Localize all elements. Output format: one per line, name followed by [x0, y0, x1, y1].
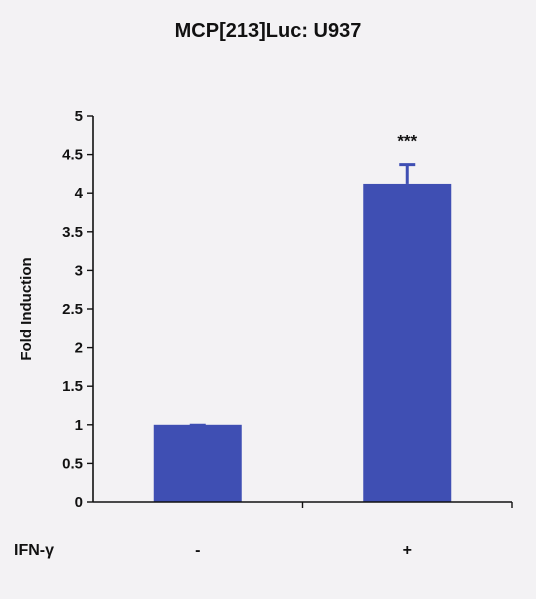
bar-2: [363, 183, 452, 502]
y-tick-label: 3.5: [62, 224, 83, 241]
y-tick-label: 1: [75, 417, 83, 434]
bars: ***: [153, 132, 452, 502]
bar-chart: MCP[213]Luc: U937 Fold Induction 0 0.5 1 1.…: [14, 20, 513, 559]
y-tick-label: 4: [75, 185, 84, 202]
y-tick-label: 3: [75, 262, 83, 279]
y-tick-label: 2: [75, 340, 83, 357]
chart-title: MCP[213]Luc: U937: [175, 20, 362, 42]
x-category-label: +: [403, 542, 412, 559]
y-tick-label: 0.5: [62, 455, 83, 472]
bar-1: [153, 424, 242, 502]
y-tick-label: 1.5: [62, 378, 83, 395]
x-category-label: -: [195, 542, 200, 559]
y-tick-label: 2.5: [62, 301, 83, 318]
y-tick-label: 0: [75, 494, 83, 511]
y-tick-label: 5: [75, 108, 83, 125]
row-label: IFN-γ: [14, 542, 54, 559]
x-axis-categories: - +: [195, 542, 412, 559]
y-axis-label: Fold Induction: [18, 257, 35, 360]
y-tick-label: 4.5: [62, 147, 83, 164]
y-axis-ticks: 0 0.5 1 1.5 2 2.5 3 3.5 4 4.5 5: [62, 108, 513, 511]
significance-annotation: ***: [397, 132, 417, 151]
